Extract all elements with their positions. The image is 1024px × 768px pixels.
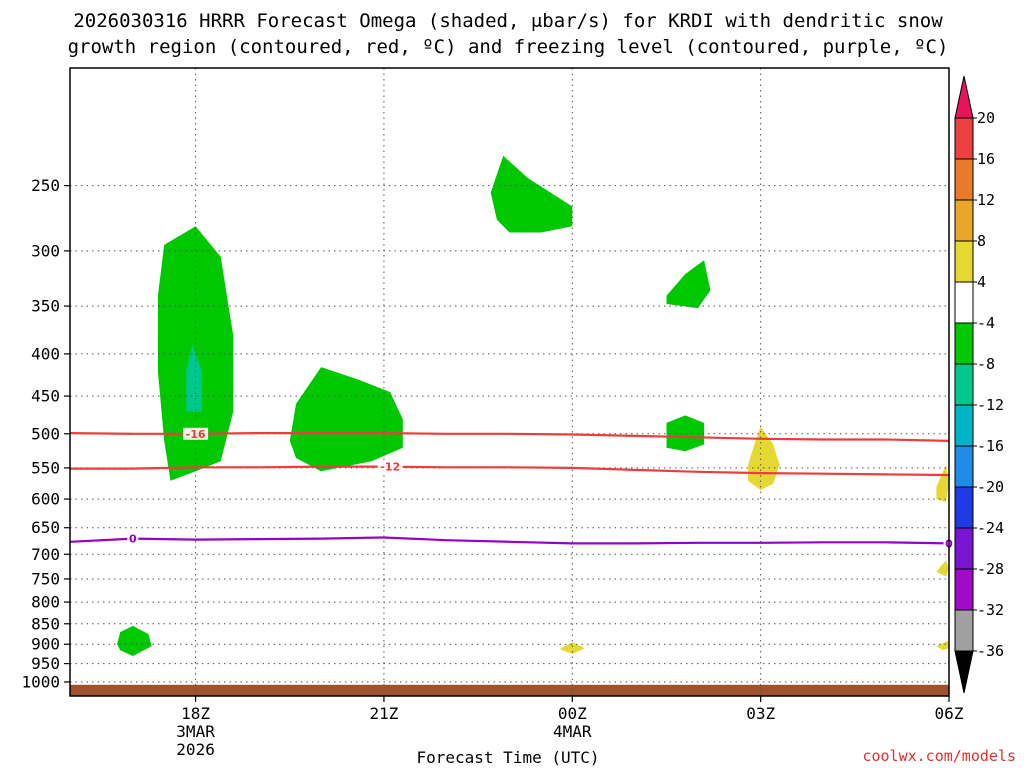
omega-yellow-05z-bot (936, 640, 949, 651)
colorbar-swatch (954, 404, 974, 447)
colorbar-label: -16 (977, 437, 1004, 455)
colorbar-swatch (954, 527, 974, 570)
colorbar-swatch (954, 281, 974, 324)
omega-shading-layer (117, 155, 949, 656)
x-tick-label: 06Z (935, 704, 964, 723)
x-tick-label: 00Z (558, 704, 587, 723)
colorbar-label: -12 (977, 396, 1004, 414)
colorbar-label: 12 (977, 191, 995, 209)
omega-teal-18z (186, 344, 202, 412)
x-tick-label: 18Z (181, 704, 210, 723)
terrain-layer (70, 684, 949, 696)
freezing-level-label-bg (127, 532, 139, 545)
colorbar-label: 4 (977, 273, 986, 291)
omega-green-0130-low (666, 415, 705, 452)
dgz-12-line (70, 465, 949, 477)
y-tick-label: 1000 (21, 672, 60, 691)
y-tick-label: 900 (31, 635, 60, 654)
omega-green-20z (289, 367, 403, 472)
omega-green-0130 (666, 260, 711, 309)
y-tick-label: 550 (31, 458, 60, 477)
omega-yellow-00z-low (559, 642, 585, 654)
colorbar-swatch (954, 486, 974, 529)
colorbar-swatch (954, 199, 974, 242)
dgz-12-label-bg (377, 460, 403, 473)
dgz-16-line (70, 432, 949, 443)
colorbar-label: -4 (977, 314, 995, 332)
colorbar-label: -24 (977, 519, 1004, 537)
colorbar-swatch (954, 445, 974, 488)
colorbar-label: -8 (977, 355, 995, 373)
omega-yellow-05z-low (936, 560, 949, 577)
colorbar-label: -20 (977, 478, 1004, 496)
colorbar-swatch (954, 158, 974, 201)
colorbar-label: -36 (977, 642, 1004, 660)
grid-layer (70, 68, 950, 696)
colorbar-swatch (954, 117, 974, 160)
y-tick-label: 850 (31, 614, 60, 633)
y-tick-label: 650 (31, 518, 60, 537)
credit-link[interactable]: coolwx.com/models (862, 747, 1016, 765)
colorbar-label: 8 (977, 232, 986, 250)
y-tick-label: 300 (31, 241, 60, 260)
colorbar-bottom-arrow (954, 650, 974, 694)
contour-labels-layer: -16-120 0 (127, 427, 955, 550)
y-tick-label: 600 (31, 490, 60, 509)
y-tick-label: 350 (31, 297, 60, 316)
omega-yellow-0230 (748, 426, 780, 490)
y-tick-label: 500 (31, 424, 60, 443)
colorbar-swatch (954, 322, 974, 365)
omega-green-18z (157, 226, 234, 481)
colorbar-label: 20 (977, 109, 995, 127)
x-tick-label: 4MAR (553, 722, 592, 741)
x-tick-label: 21Z (369, 704, 398, 723)
y-tick-label: 750 (31, 569, 60, 588)
colorbar-label: 16 (977, 150, 995, 168)
chart-title-line2: growth region (contoured, red, ºC) and f… (68, 36, 949, 58)
x-axis-label: Forecast Time (UTC) (416, 748, 599, 767)
colorbar-label: -32 (977, 601, 1004, 619)
chart-title-line1: 2026030316 HRRR Forecast Omega (shaded, … (73, 10, 943, 32)
colorbar-swatch (954, 363, 974, 406)
dgz-16-label: -16 (186, 428, 206, 441)
y-tick-label: 250 (31, 176, 60, 195)
freezing-level-line (70, 536, 949, 545)
x-axis: 18Z3MAR202621Z00Z4MAR03Z06Z09Z (176, 696, 964, 759)
colorbar-swatch (954, 609, 974, 652)
y-tick-label: 400 (31, 344, 60, 363)
x-tick-label: 2026 (176, 740, 215, 759)
plot-frame (69, 67, 950, 697)
y-tick-label: 450 (31, 387, 60, 406)
dgz-12-label: -12 (380, 461, 400, 474)
terrain-fill (70, 684, 949, 696)
colorbar-label: -28 (977, 560, 1004, 578)
y-tick-label: 700 (31, 545, 60, 564)
contour-layer (70, 432, 949, 545)
colorbar-swatch (954, 240, 974, 283)
dgz-16-label-bg (183, 427, 209, 440)
x-tick-label: 3MAR (176, 722, 215, 741)
y-axis: 250 300 350 400 450 500 550 600 650 700 750 800 850 9… (21, 176, 70, 691)
x-tick-label: 03Z (746, 704, 775, 723)
omega-green-17z-low (117, 625, 152, 656)
y-tick-label: 800 (31, 593, 60, 612)
colorbar-swatch (954, 568, 974, 611)
colorbar: 20 16 12 8 4 -4 -8 -12 -16 -20 -24 -28 -32 -36 (954, 75, 1004, 694)
freezing-level-label: 0 (129, 533, 137, 546)
omega-yellow-05z-mid (936, 464, 949, 502)
colorbar-top-arrow (954, 75, 974, 119)
omega-green-2330 (490, 155, 573, 233)
y-tick-label: 950 (31, 654, 60, 673)
